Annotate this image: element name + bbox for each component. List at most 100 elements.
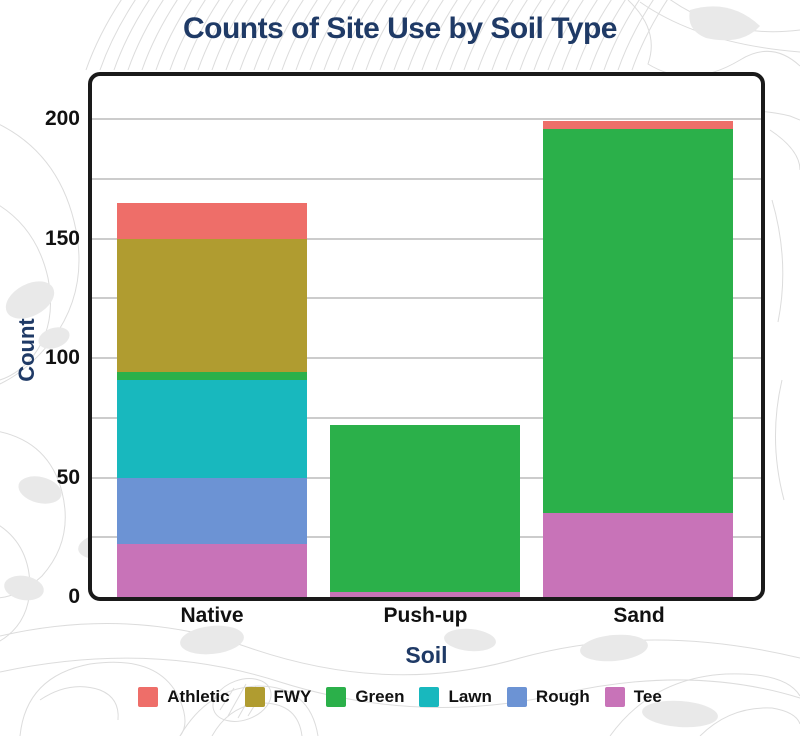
- hatch-line: [127, 0, 164, 71]
- contour-line: [179, 685, 319, 736]
- hatch-line: [219, 687, 235, 711]
- hatch-line: [575, 0, 612, 71]
- hatch-line: [211, 0, 248, 71]
- contour-line: [211, 702, 303, 736]
- contour-blob: [580, 634, 648, 662]
- contour-line: [19, 661, 186, 736]
- bar-segment-push-up-tee: [330, 592, 520, 597]
- hatch-line: [603, 0, 640, 71]
- hatch-line: [253, 0, 290, 71]
- bar-push-up: [330, 76, 520, 597]
- hatch-line: [449, 0, 486, 71]
- legend-label-tee: Tee: [633, 687, 662, 706]
- x-axis-title: Soil: [405, 642, 448, 668]
- hatch-line: [617, 0, 654, 71]
- bar-segment-native-tee: [117, 544, 307, 597]
- contour-blob: [5, 281, 55, 319]
- y-tick-label-0: 0: [68, 585, 80, 608]
- hatch-line: [561, 0, 598, 71]
- hatch-line: [295, 0, 332, 71]
- hatch-line: [323, 0, 360, 71]
- chart-title: Counts of Site Use by Soil Type: [182, 12, 618, 45]
- legend-swatch-athletic: [138, 687, 159, 707]
- legend-item-rough: Rough: [506, 687, 590, 707]
- legend-item-fwy: FWY: [244, 687, 312, 707]
- bar-segment-sand-tee: [543, 513, 733, 597]
- hatch-line: [309, 0, 346, 71]
- hatch-line: [155, 0, 192, 71]
- gridline-100: [92, 357, 761, 359]
- legend-label-green: Green: [355, 687, 405, 706]
- contour-line: [0, 205, 51, 381]
- hatch-line: [197, 0, 234, 71]
- legend-label-fwy: FWY: [273, 687, 312, 706]
- hatch-line: [113, 0, 150, 71]
- hatch-line: [547, 0, 584, 71]
- legend-label-lawn: Lawn: [448, 687, 492, 706]
- bar-sand: [543, 76, 733, 597]
- bar-segment-native-green: [117, 372, 307, 380]
- x-tick-label-push-up: Push-up: [383, 604, 468, 627]
- gridline-175: [92, 177, 761, 180]
- contour-line: [769, 129, 800, 171]
- legend-item-tee: Tee: [604, 687, 662, 707]
- hatch-line: [169, 0, 206, 71]
- y-tick-label-200: 200: [44, 107, 80, 130]
- hatch-line: [589, 0, 626, 71]
- contour-blob: [642, 700, 718, 728]
- legend-label-rough: Rough: [535, 687, 590, 706]
- hatch-line: [505, 0, 542, 71]
- contour-line: [212, 678, 272, 722]
- legend-swatch-fwy: [244, 687, 265, 707]
- hatch-line: [435, 0, 472, 71]
- hatch-line: [267, 0, 304, 71]
- legend-swatch-tee: [604, 687, 625, 707]
- hatch-line: [379, 0, 416, 71]
- bar-segment-sand-athletic: [543, 121, 733, 129]
- contour-blob: [38, 327, 70, 349]
- gridline-150: [92, 237, 761, 240]
- y-tick-label-50: 50: [56, 465, 80, 489]
- contour-blob: [444, 628, 496, 652]
- hatch-line: [239, 0, 276, 71]
- hatch-line: [99, 0, 136, 71]
- contour-blob: [689, 6, 760, 41]
- hatch-line: [365, 0, 402, 71]
- hatch-line: [393, 0, 430, 71]
- contour-line: [771, 199, 784, 323]
- contour-line: [0, 623, 800, 676]
- bar-segment-native-lawn: [117, 379, 307, 478]
- hatch-line: [519, 0, 556, 71]
- bar-segment-native-rough: [117, 477, 307, 545]
- hatch-line: [141, 0, 178, 71]
- hatch-line: [421, 0, 458, 71]
- contour-line: [0, 657, 800, 708]
- hatch-line: [631, 0, 668, 71]
- gridline-125: [92, 297, 761, 300]
- legend-item-green: Green: [326, 687, 404, 707]
- contour-blob: [180, 625, 244, 655]
- x-tick-label-sand: Sand: [613, 604, 665, 627]
- plot-area: [92, 76, 761, 597]
- contour-line: [39, 686, 119, 721]
- bar-segment-sand-green: [543, 128, 733, 514]
- hatch-line: [491, 0, 528, 71]
- legend-label-athletic: Athletic: [167, 687, 230, 706]
- bar-segment-push-up-green: [330, 424, 520, 593]
- contour-blob: [18, 476, 62, 504]
- hatch-line: [407, 0, 444, 71]
- hatch-line: [281, 0, 318, 71]
- hatch-line: [227, 683, 247, 717]
- x-tick-label-native: Native: [180, 604, 244, 627]
- contour-line: [775, 379, 785, 501]
- legend-item-lawn: Lawn: [419, 687, 492, 707]
- hatch-line: [351, 0, 388, 71]
- bar-segment-native-fwy: [117, 238, 307, 373]
- legend: Athletic FWY Green Lawn Rough Tee: [0, 687, 800, 707]
- hatch-line: [477, 0, 514, 71]
- y-tick-label-150: 150: [44, 226, 80, 250]
- legend-swatch-green: [326, 687, 347, 707]
- hatch-line: [337, 0, 374, 71]
- contour-blob: [4, 575, 44, 601]
